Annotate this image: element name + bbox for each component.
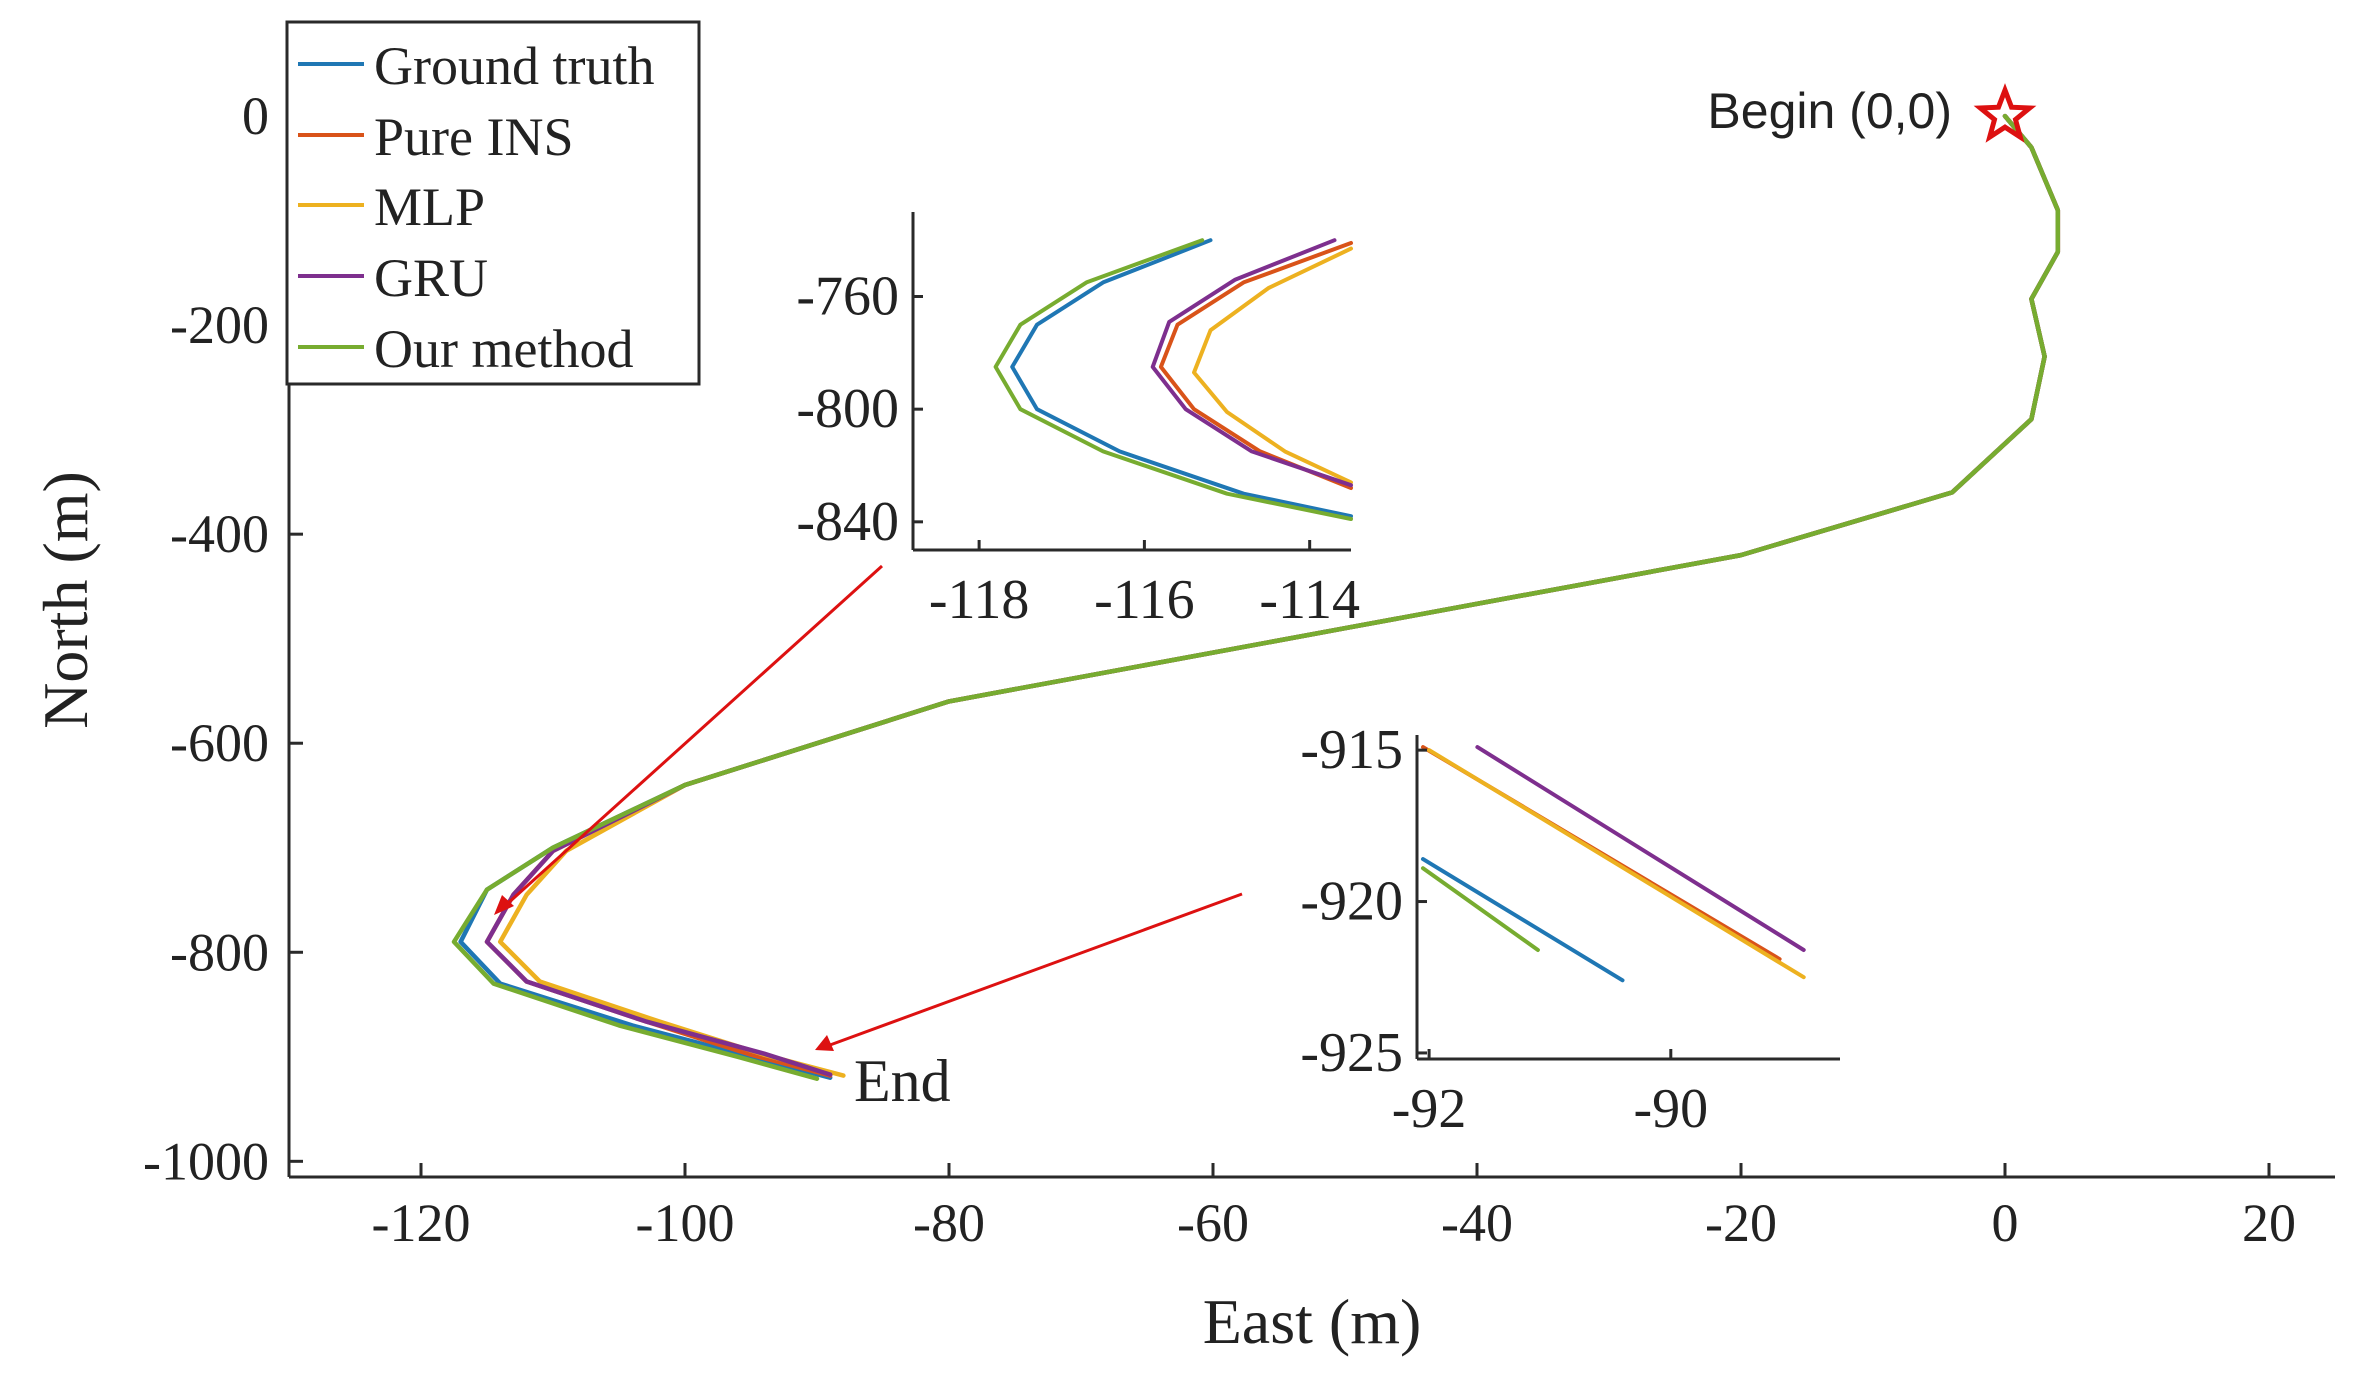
inset1-series-our-method	[993, 238, 1353, 521]
main-x-tick-label: -60	[1177, 1193, 1249, 1253]
zoom-arrow-2	[815, 892, 1243, 1051]
inset-2-series-lines	[1421, 745, 1806, 983]
inset2-series-ground-truth	[1421, 857, 1625, 983]
legend-entry-mlp: MLP	[298, 177, 485, 237]
main-y-tick-label: 0	[242, 86, 269, 146]
inset-2-x-ticks: -92 -90	[1392, 1049, 1708, 1140]
inset2-series-mlp	[1427, 748, 1806, 980]
inset1-x-tick-label: -118	[929, 569, 1030, 631]
begin-star-icon	[1973, 83, 2037, 143]
main-x-tick-label: -40	[1441, 1193, 1513, 1253]
inset1-x-tick-label: -114	[1259, 569, 1360, 631]
y-axis-label: North (m)	[30, 471, 101, 729]
legend-entry-pure-ins: Pure INS	[298, 107, 574, 167]
main-y-ticks: 0 -200 -400 -600 -800 -1000	[143, 86, 303, 1191]
inset-2-y-ticks: -915 -920 -925	[1300, 719, 1427, 1084]
zoom-arrow-1	[494, 564, 884, 915]
main-x-ticks: -120 -100 -80 -60 -40 -20 0 20	[372, 1163, 2296, 1253]
svg-text:Ground truth: Ground truth	[374, 36, 654, 96]
main-x-tick-label: -100	[636, 1193, 735, 1253]
inset-1-series-lines	[993, 238, 1353, 521]
inset-1-y-ticks: -760 -800 -840	[796, 266, 923, 553]
inset2-series-gru	[1475, 745, 1806, 952]
main-y-tick-label: -200	[170, 295, 269, 355]
main-x-tick-label: -120	[372, 1193, 471, 1253]
main-y-tick-label: -800	[170, 922, 269, 982]
arrow1-shaft	[504, 564, 884, 907]
svg-text:MLP: MLP	[374, 177, 485, 237]
legend-entry-our-method: Our method	[298, 319, 633, 379]
main-x-tick-label: -80	[913, 1193, 985, 1253]
inset1-y-tick-label: -840	[796, 491, 899, 553]
legend-entry-ground-truth: Ground truth	[298, 36, 654, 96]
inset2-x-tick-label: -90	[1633, 1078, 1708, 1140]
inset1-x-tick-label: -116	[1094, 569, 1195, 631]
main-x-tick-label: -20	[1705, 1193, 1777, 1253]
x-axis-label: East (m)	[1203, 1286, 1422, 1357]
begin-star-shape	[1973, 83, 2037, 143]
main-y-tick-label: -1000	[143, 1131, 269, 1191]
begin-annotation: Begin (0,0)	[1707, 83, 1952, 139]
legend: Ground truth Pure INS MLP GRU Our method	[285, 20, 701, 386]
inset1-series-gru	[1150, 238, 1353, 488]
svg-text:Our method: Our method	[374, 319, 633, 379]
main-y-tick-label: -600	[170, 713, 269, 773]
inset1-y-tick-label: -760	[796, 266, 899, 328]
end-annotation: End	[854, 1048, 951, 1114]
inset-1-axes: -118 -116 -114 -760 -800 -840	[796, 212, 1360, 631]
inset1-series-ground-truth	[1010, 238, 1353, 519]
inset2-y-tick-label: -915	[1300, 719, 1403, 781]
inset2-y-tick-label: -925	[1300, 1022, 1403, 1084]
svg-text:GRU: GRU	[374, 248, 488, 308]
legend-box	[285, 20, 701, 386]
main-y-tick-label: -400	[170, 504, 269, 564]
inset1-series-mlp	[1192, 246, 1353, 485]
inset1-series-pure-ins	[1158, 241, 1353, 490]
svg-text:Pure INS: Pure INS	[374, 107, 574, 167]
inset2-y-tick-label: -920	[1300, 871, 1403, 933]
main-series-lines	[451, 113, 2061, 1081]
arrow2-head	[815, 1035, 834, 1051]
legend-entry-gru: GRU	[298, 248, 488, 308]
main-series-our-method	[451, 113, 2061, 1081]
inset2-x-tick-label: -92	[1392, 1078, 1467, 1140]
main-x-tick-label: 0	[1992, 1193, 2019, 1253]
inset2-series-our-method	[1421, 866, 1540, 952]
main-x-tick-label: 20	[2242, 1193, 2296, 1253]
inset-1-x-ticks: -118 -116 -114	[929, 540, 1360, 631]
arrow1-head	[494, 895, 514, 915]
inset1-y-tick-label: -800	[796, 378, 899, 440]
inset-2-axes: -92 -90 -915 -920 -925	[1300, 719, 1840, 1140]
arrow2-shaft	[829, 892, 1243, 1047]
